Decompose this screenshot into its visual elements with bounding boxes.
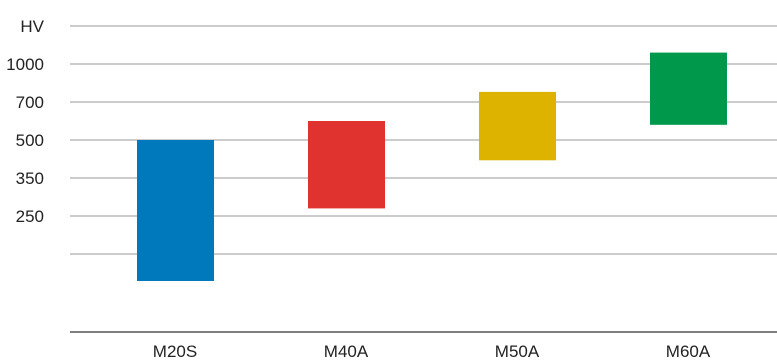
y-axis-unit-label: HV: [20, 17, 44, 36]
y-tick-label: 1000: [6, 55, 44, 74]
y-tick-label: 250: [16, 207, 44, 226]
y-tick-label: 500: [16, 131, 44, 150]
y-tick-label: 700: [16, 93, 44, 112]
range-bar-m60a: [650, 52, 727, 125]
category-label: M20S: [153, 342, 197, 361]
range-bars: [137, 52, 727, 281]
y-tick-labels: 1000 700 500 350 250: [6, 55, 44, 226]
category-labels: M20S M40A M50A M60A: [153, 342, 711, 361]
range-bar-m50a: [479, 91, 556, 161]
range-bar-m20s: [137, 140, 214, 281]
category-label: M50A: [495, 342, 540, 361]
range-bar-m40a: [308, 121, 385, 209]
category-label: M40A: [324, 342, 369, 361]
y-tick-label: 350: [16, 169, 44, 188]
category-label: M60A: [666, 342, 711, 361]
